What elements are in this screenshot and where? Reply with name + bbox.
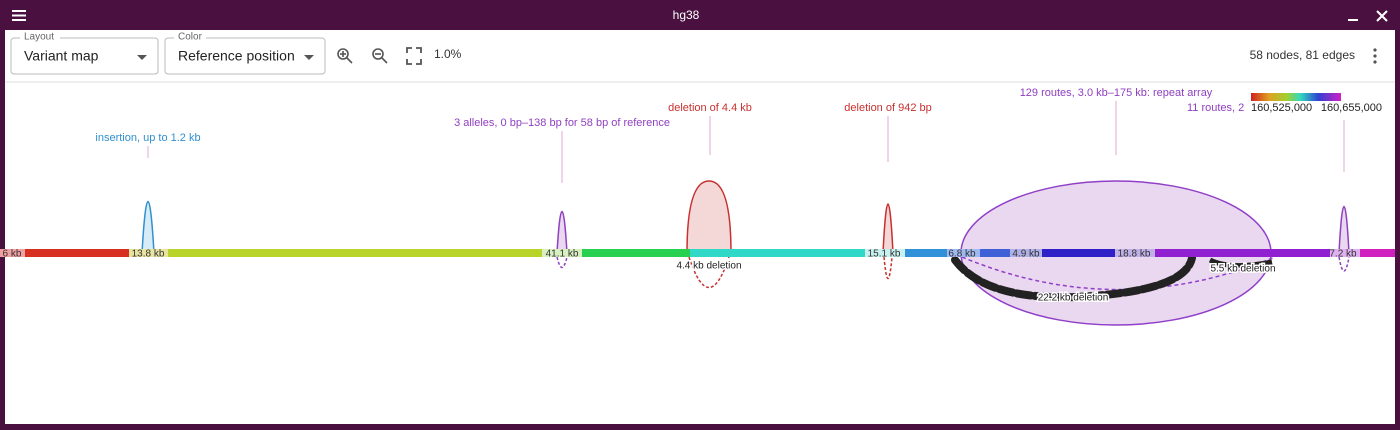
deletion-bubble[interactable] [686,180,732,254]
edge [883,256,893,280]
dropdown-value: Variant map [24,48,99,64]
annotation: 129 routes, 3.0 kb–175 kb: repeat array [1020,87,1213,99]
dropdown-label: Color [178,32,203,43]
annotation: deletion of 4.4 kb [668,102,752,114]
segment-label: 7.2 kb [1329,249,1357,260]
edge-label: 5.5 kb deletion [1210,264,1275,275]
close-button[interactable] [1376,10,1388,22]
window-title: hg38 [673,8,700,22]
segment-label: 13.8 kb [132,249,165,260]
repeat-edge [951,254,1196,302]
edge [1208,257,1273,269]
layout-dropdown[interactable]: Layout Variant map [10,32,159,75]
annotation: insertion, up to 1.2 kb [95,132,200,144]
edge [961,256,1276,291]
edge-label: 4.4 kb deletion [676,261,741,272]
annotation: deletion of 942 bp [844,102,931,114]
insertion-bubble[interactable] [141,200,155,254]
zoom-level: 1.0% [434,47,462,61]
color-legend [1251,93,1341,101]
color-dropdown[interactable]: Color Reference position [164,32,326,75]
segment-label: 6.8 kb [948,249,976,260]
legend-max: 160,655,000 [1321,102,1382,114]
deletion-bubble[interactable] [882,203,894,254]
annotation: 3 alleles, 0 bp–138 bp for 58 bp of refe… [454,117,670,129]
segments [0,249,1395,257]
graph-stats: 58 nodes, 81 edges [1250,48,1355,62]
legend-min: 160,525,000 [1251,102,1312,114]
annotation: 11 routes, 2 [1187,102,1244,114]
segment-label: 4.9 kb [1012,249,1040,260]
zoom-in-button[interactable] [337,48,353,64]
segment-label: 6 kb [3,249,22,260]
zoom-out-button[interactable] [372,48,388,64]
more-button[interactable] [1373,48,1377,64]
fit-button[interactable] [406,47,422,65]
dropdown-label: Layout [24,32,54,43]
edge [688,256,730,289]
dropdown-value: Reference position [178,48,295,64]
segment-label: 18.8 kb [1118,249,1151,260]
menu-button[interactable] [12,10,26,21]
edge [1338,256,1350,272]
allele-bubble[interactable] [1338,205,1350,254]
edge-label: 22.2 kb deletion [1038,293,1109,304]
segment-label: 41.1 kb [546,249,579,260]
edge [556,256,568,269]
allele-bubble[interactable] [556,211,568,254]
segment-label: 15.1 kb [868,249,901,260]
